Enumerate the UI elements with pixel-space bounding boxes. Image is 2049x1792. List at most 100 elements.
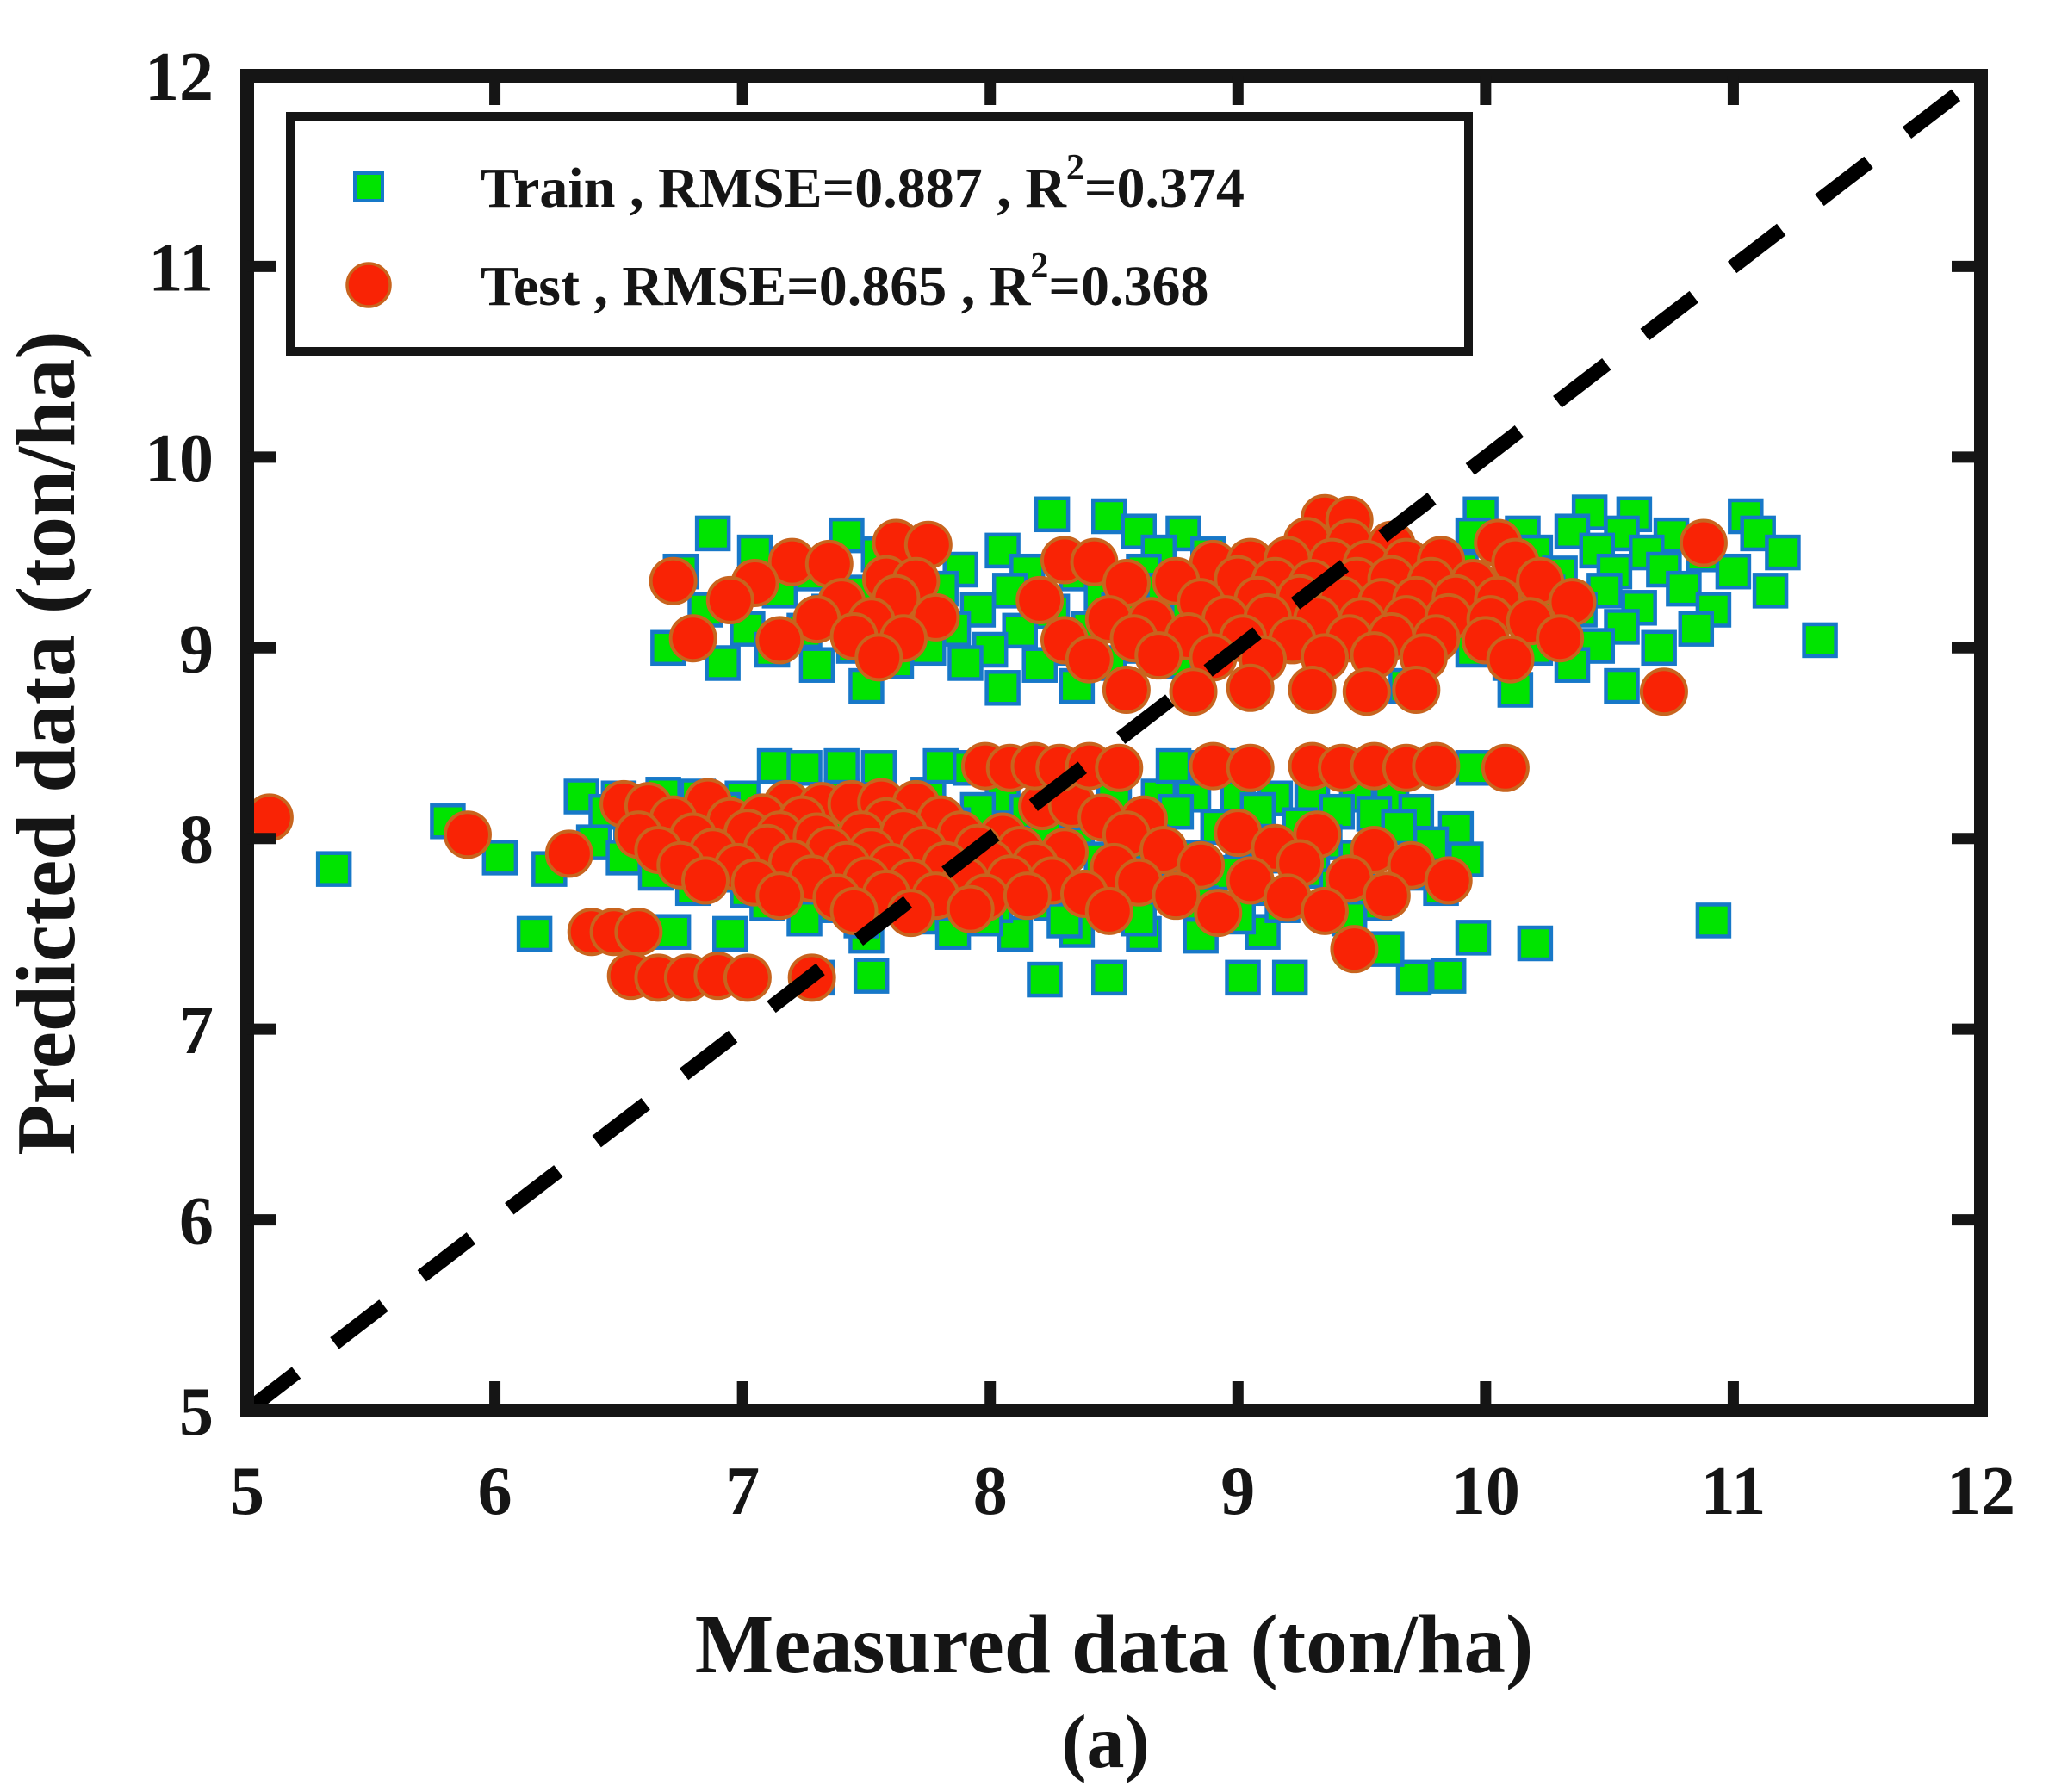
train-point	[1678, 611, 1715, 647]
x-tick-label: 10	[1451, 1454, 1520, 1529]
train-point	[1695, 902, 1732, 939]
y-tick-label: 6	[179, 1184, 214, 1260]
y-tick-label: 10	[145, 421, 214, 497]
train-point	[1715, 553, 1752, 590]
test-point	[1639, 667, 1688, 716]
train-point	[1395, 959, 1432, 996]
test-point	[1065, 635, 1114, 684]
test-point	[443, 810, 492, 859]
train-point	[853, 958, 890, 994]
train-point	[1430, 958, 1467, 994]
train-point	[1027, 961, 1063, 998]
train-point	[516, 915, 553, 952]
test-point	[829, 886, 879, 935]
legend-train-marker	[353, 171, 384, 202]
train-point	[1455, 920, 1492, 956]
test-point	[705, 575, 754, 624]
train-point	[315, 851, 352, 887]
train-point	[1034, 496, 1071, 533]
test-point	[544, 829, 593, 878]
test-point	[1152, 871, 1201, 921]
train-point	[694, 515, 731, 552]
train-point	[1090, 498, 1127, 535]
test-point	[755, 616, 804, 665]
y-tick-label: 11	[148, 230, 214, 306]
test-point	[681, 856, 730, 905]
train-point	[1666, 570, 1702, 607]
legend-entry-label: Test , RMSE=0.865 , R2=0.368	[481, 246, 1209, 318]
test-point	[1288, 666, 1337, 714]
test-point	[1102, 666, 1151, 714]
test-point	[1412, 741, 1461, 791]
test-point	[668, 614, 717, 663]
test-point	[1679, 518, 1728, 567]
test-point	[723, 953, 772, 1002]
x-tick-label: 8	[973, 1454, 1008, 1529]
train-point	[1090, 959, 1127, 996]
train-point	[1802, 622, 1838, 659]
test-point	[1481, 743, 1530, 792]
test-point	[1084, 886, 1133, 935]
train-point	[756, 747, 793, 784]
test-point	[1003, 871, 1052, 921]
train-point	[984, 532, 1021, 569]
test-point	[1392, 666, 1441, 714]
train-point	[947, 645, 984, 681]
test-point	[614, 908, 663, 957]
test-point	[1536, 614, 1585, 663]
train-point	[712, 915, 748, 952]
test-point	[1194, 889, 1243, 938]
y-tick-label: 9	[179, 611, 214, 687]
x-tick-label: 12	[1947, 1454, 2015, 1529]
train-point	[922, 747, 959, 784]
identity-line	[242, 70, 1986, 1417]
test-point	[1342, 667, 1391, 716]
legend-box	[286, 112, 1473, 356]
train-point	[481, 840, 518, 876]
test-point	[755, 871, 804, 921]
x-tick-label: 7	[725, 1454, 760, 1529]
test-point	[854, 633, 903, 682]
train-point	[1271, 959, 1308, 996]
x-tick-label: 9	[1220, 1454, 1255, 1529]
legend-test-marker	[345, 262, 392, 308]
train-point	[984, 670, 1021, 706]
y-axis-label: Predicted data (ton/ha)	[0, 331, 92, 1155]
test-point	[1226, 743, 1275, 792]
x-tick-label: 5	[230, 1454, 264, 1529]
test-point	[1134, 631, 1183, 680]
test-point	[1300, 886, 1349, 935]
axes-box	[240, 69, 1988, 1417]
train-point	[823, 747, 860, 784]
test-point	[1169, 667, 1218, 716]
test-point	[1015, 575, 1065, 624]
train-point	[1641, 629, 1677, 667]
y-tick-label: 12	[145, 40, 214, 115]
train-point	[798, 647, 835, 683]
train-point	[1155, 747, 1192, 784]
test-point	[1424, 856, 1473, 905]
test-point	[946, 884, 995, 933]
x-axis-label: Measured data (ton/ha)	[695, 1598, 1534, 1690]
x-tick-label: 6	[478, 1454, 512, 1529]
train-point	[1517, 925, 1554, 962]
test-point	[1095, 743, 1144, 792]
test-point	[1226, 663, 1275, 712]
train-point	[1604, 667, 1640, 704]
y-tick-label: 8	[179, 803, 214, 878]
train-point	[1225, 959, 1261, 996]
test-point	[649, 556, 698, 605]
train-point	[786, 750, 823, 786]
train-point	[1646, 551, 1682, 588]
legend-entry-label: Train , RMSE=0.887 , R2=0.374	[481, 148, 1245, 220]
train-point	[1752, 573, 1789, 609]
subfigure-caption: (a)	[1061, 1701, 1150, 1784]
test-point	[1486, 635, 1535, 684]
y-tick-label: 7	[179, 993, 214, 1069]
train-point	[1765, 534, 1801, 571]
test-point	[1362, 871, 1411, 921]
y-tick-label: 5	[179, 1374, 214, 1450]
test-point	[1330, 925, 1379, 974]
